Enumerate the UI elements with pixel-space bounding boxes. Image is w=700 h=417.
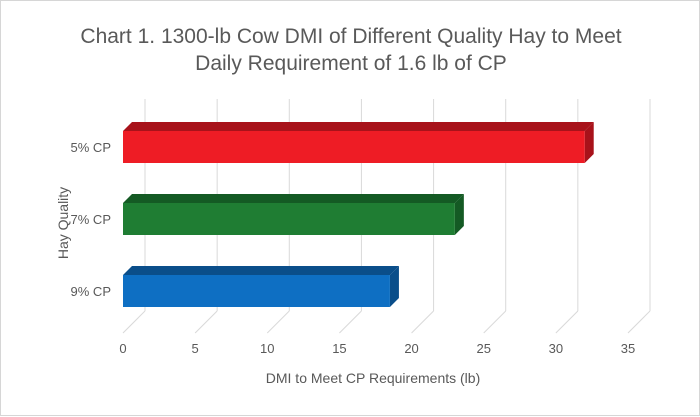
x-tick-label: 10	[260, 341, 274, 356]
x-axis-title: DMI to Meet CP Requirements (lb)	[266, 370, 480, 386]
gridline-floor	[555, 310, 579, 334]
x-tick-label: 35	[621, 341, 635, 356]
gridline-floor	[627, 310, 651, 334]
gridline-floor	[339, 310, 362, 334]
bar-9-cp	[123, 266, 399, 307]
y-tick-labels: 5% CP 7% CP 9% CP	[71, 140, 111, 299]
bar-7-cp	[123, 194, 464, 235]
gridline-floor	[483, 310, 507, 334]
bar-front-face	[123, 203, 455, 235]
x-tick-label: 15	[332, 341, 346, 356]
chart-title-line-2: Daily Requirement of 1.6 lb of CP	[195, 52, 507, 75]
gridline-floor	[266, 310, 290, 334]
bar-top-face	[123, 266, 399, 275]
bar-side-face	[584, 122, 594, 163]
bar-5-cp	[123, 122, 594, 163]
bar-front-face	[123, 275, 390, 307]
y-tick-label: 9% CP	[71, 284, 111, 299]
x-tick-label: 5	[192, 341, 199, 356]
x-tick-label: 0	[119, 341, 126, 356]
y-axis-title: Hay Quality	[55, 187, 71, 259]
x-tick-labels: 0 5 10 15 20 25 30 35	[119, 341, 635, 356]
bars	[123, 122, 594, 307]
bar-side-face	[454, 194, 464, 235]
gridline-floor	[122, 310, 146, 334]
chart-title-line-1: Chart 1. 1300-lb Cow DMI of Different Qu…	[80, 25, 622, 48]
bar-top-face	[123, 194, 464, 203]
bar-top-face	[123, 122, 594, 131]
bar-side-face	[389, 266, 399, 307]
y-tick-label: 5% CP	[71, 140, 111, 155]
x-tick-label: 20	[404, 341, 418, 356]
y-tick-label: 7% CP	[71, 212, 111, 227]
x-tick-label: 25	[476, 341, 490, 356]
x-tick-label: 30	[549, 341, 563, 356]
gridline-floor	[411, 310, 434, 334]
gridline-floor	[194, 310, 218, 334]
bar-front-face	[123, 131, 585, 163]
